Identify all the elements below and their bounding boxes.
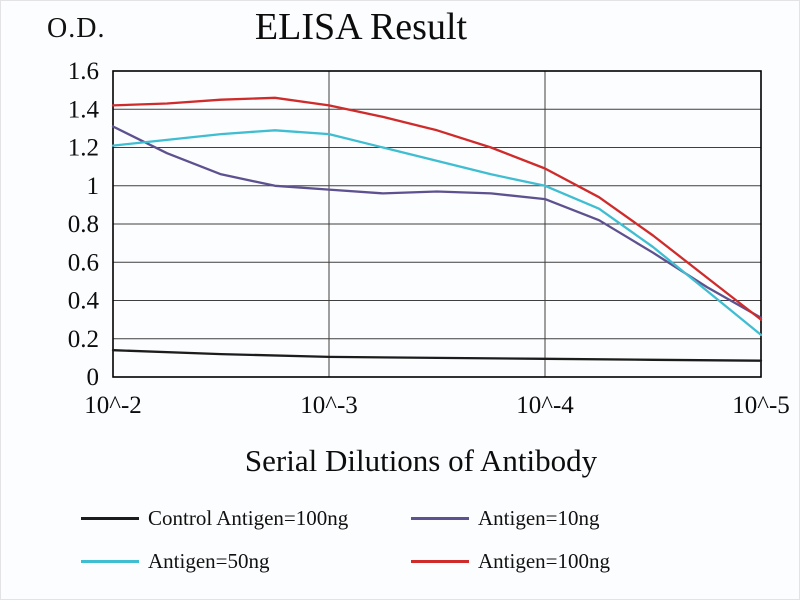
legend-item-antigen-10ng: Antigen=10ng bbox=[411, 506, 731, 531]
legend-label: Antigen=100ng bbox=[478, 549, 610, 573]
svg-text:0.4: 0.4 bbox=[68, 288, 100, 315]
legend-item-antigen-50ng: Antigen=50ng bbox=[81, 549, 401, 574]
legend-item-antigen-100ng: Antigen=100ng bbox=[411, 549, 731, 574]
svg-text:10^-2: 10^-2 bbox=[84, 392, 142, 419]
legend-item-control-antigen-100ng: Control Antigen=100ng bbox=[81, 506, 401, 531]
svg-text:10^-4: 10^-4 bbox=[516, 392, 574, 419]
legend-line-swatch bbox=[81, 517, 139, 520]
svg-text:0: 0 bbox=[87, 364, 100, 391]
svg-text:10^-3: 10^-3 bbox=[300, 392, 358, 419]
svg-text:0.2: 0.2 bbox=[68, 326, 99, 353]
legend-label: Antigen=50ng bbox=[148, 549, 270, 573]
x-axis-label: Serial Dilutions of Antibody bbox=[244, 443, 598, 478]
legend-label: Control Antigen=100ng bbox=[148, 506, 349, 530]
svg-text:0.8: 0.8 bbox=[68, 211, 99, 238]
svg-text:1.6: 1.6 bbox=[68, 58, 99, 85]
y-axis-unit-label: O.D. bbox=[47, 13, 106, 44]
svg-text:1.4: 1.4 bbox=[68, 96, 100, 123]
legend-label: Antigen=10ng bbox=[478, 506, 600, 530]
legend-line-swatch bbox=[81, 560, 139, 563]
svg-text:10^-5: 10^-5 bbox=[732, 392, 790, 419]
elisa-line-chart-svg: 0 0.2 0.4 0.6 0.8 1 1.2 1.4 1.6 10^-2 10^-3 10^-4 10… bbox=[68, 58, 790, 419]
chart-legend: Control Antigen=100ng Antigen=10ng Antig… bbox=[81, 506, 731, 574]
svg-text:1.2: 1.2 bbox=[68, 135, 99, 162]
chart-title: ELISA Result bbox=[254, 6, 468, 48]
svg-text:1: 1 bbox=[87, 173, 100, 200]
legend-line-swatch bbox=[411, 517, 469, 520]
svg-text:0.6: 0.6 bbox=[68, 249, 99, 276]
legend-line-swatch bbox=[411, 560, 469, 563]
